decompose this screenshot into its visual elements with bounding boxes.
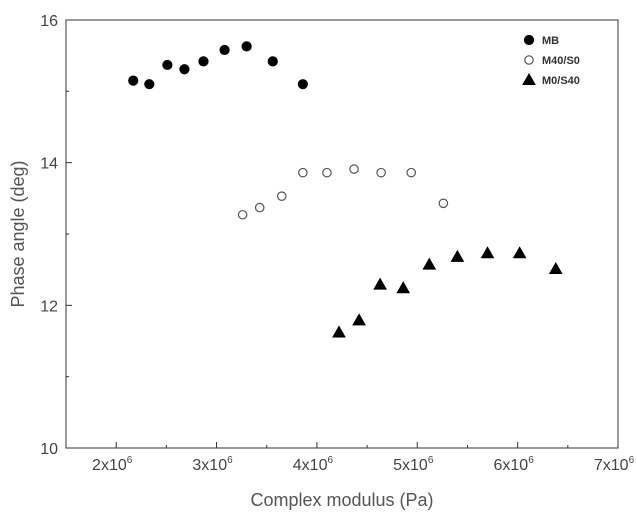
point-m40-s0 xyxy=(406,167,417,178)
point-mb xyxy=(198,56,209,67)
y-tick-label: 10 xyxy=(40,441,58,458)
y-tick-label: 12 xyxy=(40,298,58,315)
point-m40-s0 xyxy=(438,198,449,209)
point-m0-s40 xyxy=(512,246,527,259)
x-tick-label: 3x106 xyxy=(192,455,233,474)
point-m0-s40 xyxy=(332,325,346,338)
point-mb xyxy=(144,79,155,90)
point-m40-s0 xyxy=(376,167,386,178)
legend-marker-m0-s40 xyxy=(522,72,536,85)
legend-label: M0/S40 xyxy=(542,75,580,87)
point-mb xyxy=(179,64,190,75)
x-tick-label: 4x106 xyxy=(293,455,334,474)
point-m0-s40 xyxy=(450,249,465,262)
point-m0-s40 xyxy=(480,246,495,259)
legend-marker-mb xyxy=(523,34,535,46)
point-m40-s0 xyxy=(276,191,287,201)
x-tick-label: 2x106 xyxy=(92,455,133,474)
point-m40-s0 xyxy=(237,209,248,220)
point-m0-s40 xyxy=(373,277,387,290)
point-m40-s0 xyxy=(322,167,332,178)
point-m0-s40 xyxy=(352,313,366,326)
x-axis-label: Complex modulus (Pa) xyxy=(250,490,433,510)
legend-label: M40/S0 xyxy=(542,55,580,67)
point-m0-s40 xyxy=(422,257,437,270)
point-m40-s0 xyxy=(349,164,359,174)
chart-marks: 10 12 14 16 2x106 3x106 4x106 5x106 6x106 7x106 MB… xyxy=(40,13,634,474)
x-tick-label: 5x106 xyxy=(393,455,434,474)
legend-marker-m40-s0 xyxy=(524,55,534,65)
point-m0-s40 xyxy=(396,281,411,294)
point-mb xyxy=(267,56,278,67)
point-m0-s40 xyxy=(548,261,563,274)
point-mb xyxy=(297,79,308,90)
x-tick-label: 6x106 xyxy=(494,455,535,474)
y-axis-label: Phase angle (deg) xyxy=(8,160,28,307)
point-m40-s0 xyxy=(298,167,308,178)
point-mb xyxy=(241,41,252,52)
y-tick-label: 14 xyxy=(40,156,58,173)
point-mb xyxy=(128,75,139,86)
x-tick-label: 7x106 xyxy=(594,455,635,474)
point-m40-s0 xyxy=(254,202,265,213)
point-mb xyxy=(162,59,173,71)
legend-label: MB xyxy=(542,35,559,47)
point-mb xyxy=(219,44,230,56)
y-tick-label: 16 xyxy=(40,13,58,30)
